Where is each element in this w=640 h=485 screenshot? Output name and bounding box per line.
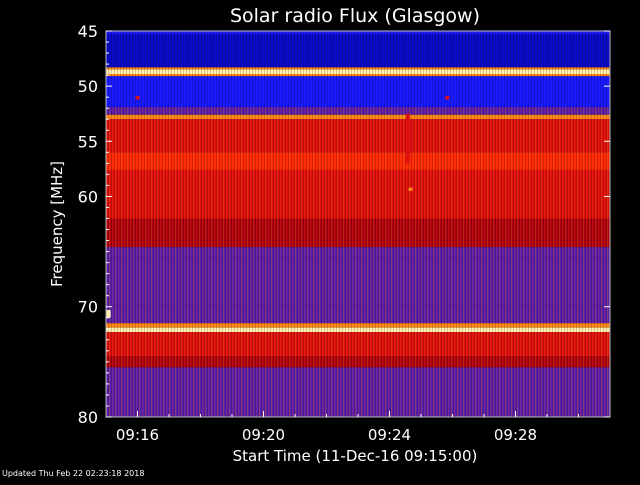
x-tick-label-09:28: 09:28 [494, 426, 537, 444]
burst-event-4 [106, 310, 111, 318]
x-tick-label-09:24: 09:24 [368, 426, 411, 444]
axes: 45 50 55 60 70 80 09:16 09:20 09:24 09:28 [78, 22, 610, 444]
y-tick-label-50: 50 [78, 77, 98, 96]
plot-grain [106, 31, 610, 417]
x-tick-label-09:20: 09:20 [242, 426, 285, 444]
y-tick-label-60: 60 [78, 187, 98, 206]
y-tick-label-45: 45 [78, 22, 98, 41]
x-tick-label-09:16: 09:16 [116, 426, 159, 444]
y-tick-label-70: 70 [78, 298, 98, 317]
burst-event-3 [445, 96, 450, 100]
burst-event-2 [135, 96, 140, 100]
y-tick-label-80: 80 [78, 408, 98, 427]
plot-area [106, 31, 610, 417]
update-timestamp: Updated Thu Feb 22 02:23:18 2018 [2, 469, 145, 478]
burst-event-1 [408, 187, 413, 191]
y-axis-label: Frequency [MHz] [48, 161, 66, 287]
burst-event-0 [405, 113, 410, 164]
x-axis-label: Start Time (11-Dec-16 09:15:00) [233, 447, 478, 465]
y-tick-label-55: 55 [78, 132, 98, 151]
chart-title: Solar radio Flux (Glasgow) [230, 5, 480, 27]
